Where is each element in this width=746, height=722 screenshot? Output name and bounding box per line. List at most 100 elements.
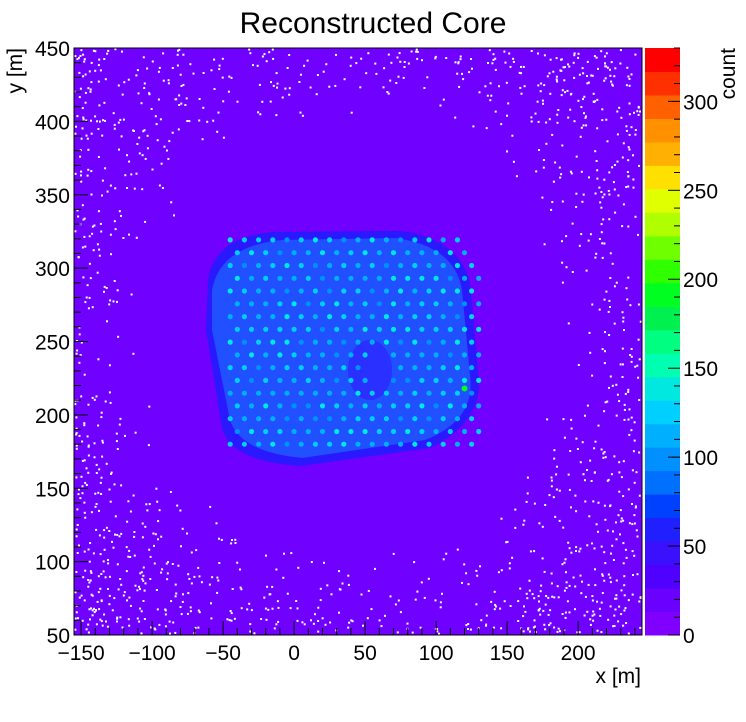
empty-bin [567,63,569,66]
empty-bin [548,118,551,121]
empty-bin [627,599,630,602]
x-tick-label: −150 [57,642,104,665]
empty-bin [585,269,588,272]
detector-spot [469,262,475,269]
empty-bin [296,607,299,610]
empty-bin [82,118,85,121]
empty-bin [249,623,252,626]
empty-bin [627,159,630,162]
empty-bin [276,82,279,85]
empty-bin [499,607,502,610]
empty-bin [97,591,100,594]
x-tick-label: −100 [128,642,175,665]
empty-bin [83,422,86,425]
empty-bin [87,471,90,474]
empty-bin [426,76,429,79]
empty-bin [75,444,78,447]
empty-bin [84,91,87,94]
core-hole [348,340,392,400]
empty-bin [216,576,219,579]
empty-bin [155,123,158,126]
empty-bin [75,476,78,479]
empty-bin [198,575,201,578]
empty-bin [519,86,522,89]
empty-bin [556,465,558,468]
detector-spot [376,326,382,332]
detector-spot [412,416,418,422]
empty-bin [611,166,614,169]
empty-bin [171,131,174,134]
empty-bin [619,62,622,65]
empty-bin [383,67,386,70]
empty-bin [556,630,559,633]
detector-spot [362,275,368,281]
empty-bin [456,548,459,551]
empty-bin [108,575,111,578]
detector-spot [390,428,397,435]
empty-bin [74,172,77,175]
empty-bin [154,115,157,118]
empty-bin [406,622,409,625]
empty-bin [165,562,168,565]
empty-bin [140,102,143,105]
empty-bin [565,235,568,238]
x-tick-label: 200 [561,642,596,665]
empty-bin [577,99,580,102]
empty-bin [445,552,448,555]
detector-spot [369,339,375,345]
y-tick-label: 200 [35,405,70,428]
empty-bin [162,52,165,55]
detector-spot [263,428,269,435]
empty-bin [593,447,596,450]
empty-bin [623,408,626,411]
empty-bin [421,59,423,62]
empty-bin [189,610,192,613]
detector-spot [298,416,304,422]
empty-bin [620,116,623,119]
empty-bin [91,614,94,617]
empty-bin [90,170,93,173]
empty-bin [537,120,540,123]
empty-bin [609,504,612,507]
empty-bin [259,113,262,116]
empty-bin [612,559,615,561]
empty-bin [90,193,93,196]
empty-bin [414,598,417,601]
empty-bin [605,65,608,68]
empty-bin [576,448,579,450]
empty-bin [98,58,101,61]
z-tick-label: 250 [683,180,718,203]
empty-bin [604,331,606,334]
empty-bin [471,67,473,70]
empty-bin [74,55,77,58]
detector-spot [348,301,354,307]
empty-bin [95,463,98,466]
empty-bin [485,127,488,130]
empty-bin [248,602,251,605]
empty-bin [117,121,120,124]
empty-bin [200,581,203,584]
empty-bin [85,628,88,631]
empty-bin [585,124,588,127]
empty-bin [556,113,559,116]
empty-bin [198,119,201,122]
detector-spot [419,301,425,307]
empty-bin [90,132,93,135]
empty-bin [618,400,621,403]
empty-bin [602,456,605,459]
detector-spot [241,237,247,243]
empty-bin [301,621,304,624]
empty-bin [139,572,142,575]
empty-bin [78,434,81,437]
empty-bin [135,74,138,77]
empty-bin [140,632,143,635]
detector-spot [241,339,247,345]
empty-bin [315,93,318,96]
detector-spot [419,377,425,383]
empty-bin [88,560,91,563]
empty-bin [109,500,112,503]
empty-bin [398,52,401,55]
empty-bin [289,607,292,610]
empty-bin [187,592,190,595]
empty-bin [261,55,264,58]
